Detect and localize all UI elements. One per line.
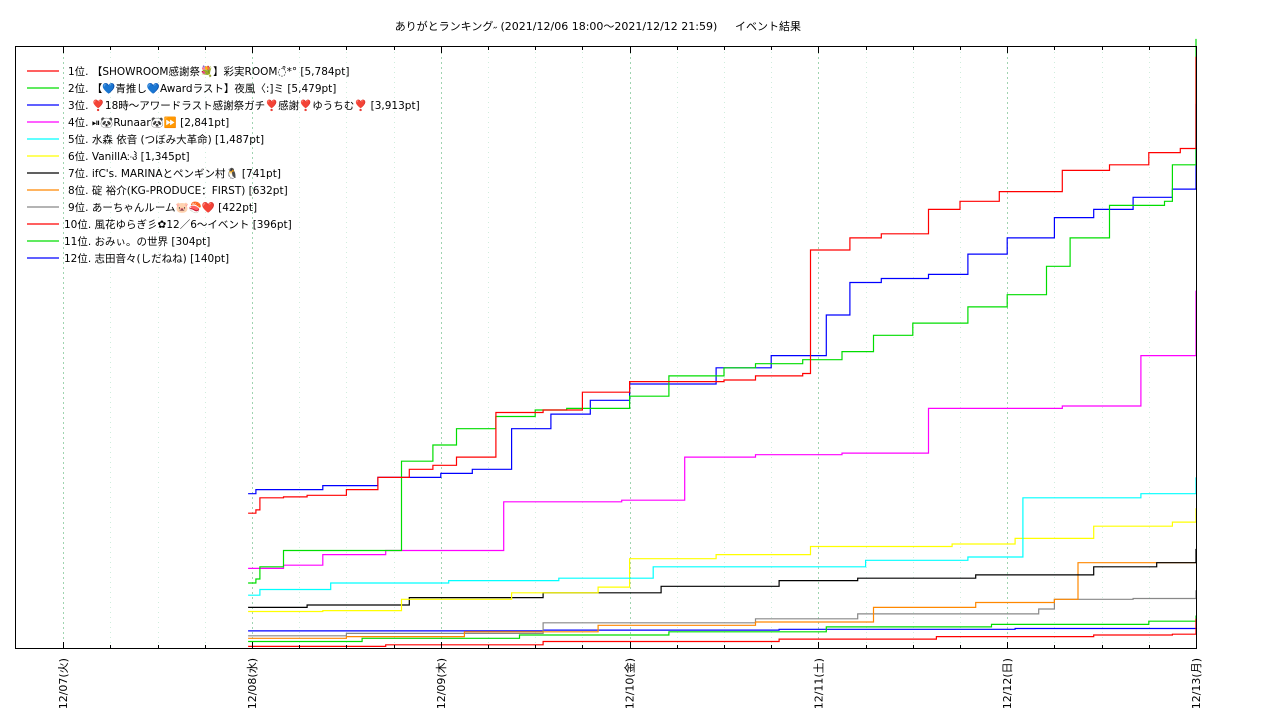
series-line-4 (248, 290, 1197, 569)
legend-label: 11位. おみぃ。の世界 [304pt] (64, 235, 210, 248)
x-tick-labels: 12/07(火) 12/08(水) 12/09(木) 12/10(金) 12/11(土)… (57, 658, 1203, 709)
legend-label: 4位. ⏯🐼Runaar🐼⏩ [2,841pt] (68, 116, 229, 129)
legend-item-8: 8位. 碇 裕介(KG-PRODUCE：FIRST) [632pt] (27, 184, 288, 197)
legend-label: 2位. 【💙青推し💙Awardラスト】夜風〈:]ミ [5,479pt] (68, 82, 336, 95)
legend-item-6: 6位. VanillA჻ჰ [1,345pt] (27, 150, 190, 163)
legend-item-5: 5位. 水森 依音 (つぼみ大革命) [1,487pt] (27, 133, 264, 146)
series-line-11 (248, 615, 1197, 643)
legend-label: 3位. ❣️18時〜アワードラスト感謝祭ガチ❣️感謝❣️ゆうちむ❣️ [3,91… (68, 99, 420, 112)
x-tick-label: 12/12(日) (1001, 658, 1014, 709)
legend-item-9: 9位. あーちゃんルーム🐷🍣❤️ [422pt] (27, 201, 257, 214)
series-line-5 (248, 477, 1197, 596)
legend-label: 1位. 【SHOWROOM感謝祭💐】彩実ROOM◌̊*° [5,784pt] (68, 65, 349, 78)
legend-item-1: 1位. 【SHOWROOM感謝祭💐】彩実ROOM◌̊*° [5,784pt] (27, 65, 349, 78)
series-line-8 (248, 562, 1196, 639)
series-line-9 (248, 590, 1197, 637)
x-tick-label: 12/13(月) (1190, 658, 1203, 709)
legend-item-7: 7位. ifC's. MARINAとペンギン村🐧 [741pt] (27, 167, 281, 180)
x-tick-label: 12/10(金) (623, 658, 637, 709)
legend-item-12: 12位. 志田音々(しだねね) [140pt] (27, 252, 229, 265)
plot-frame (15, 46, 1197, 649)
x-tick-label: 12/09(木) (435, 658, 448, 709)
legend-label: 5位. 水森 依音 (つぼみ大革命) [1,487pt] (68, 133, 264, 146)
series-line-7 (248, 548, 1197, 608)
legend-item-2: 2位. 【💙青推し💙Awardラスト】夜風〈:]ミ [5,479pt] (27, 82, 336, 95)
x-tick-label: 12/08(水) (246, 658, 259, 709)
legend-item-10: 10位. 風花ゆらぎ彡✿12／6〜イベント [396pt] (27, 218, 292, 231)
legend-item-4: 4位. ⏯🐼Runaar🐼⏩ [2,841pt] (27, 116, 229, 129)
x-ticks (63, 47, 1197, 648)
series-line-1 (248, 56, 1197, 514)
legend-label: 7位. ifC's. MARINAとペンギン村🐧 [741pt] (68, 167, 281, 180)
legend-label: 12位. 志田音々(しだねね) [140pt] (64, 252, 229, 265)
chart-subtitle: イベント結果 (735, 19, 801, 33)
series-line-6 (248, 508, 1197, 613)
series-lines (248, 38, 1197, 647)
legend: 1位. 【SHOWROOM感謝祭💐】彩実ROOM◌̊*° [5,784pt] 2位… (27, 65, 420, 265)
x-tick-label: 12/07(火) (57, 658, 70, 709)
legend-item-11: 11位. おみぃ。の世界 [304pt] (27, 235, 210, 248)
chart-title: ありがとランキング˶ (2021/12/06 18:00〜2021/12/12 … (395, 19, 718, 33)
legend-label: 9位. あーちゃんルーム🐷🍣❤️ [422pt] (68, 201, 257, 214)
legend-item-3: 3位. ❣️18時〜アワードラスト感謝祭ガチ❣️感謝❣️ゆうちむ❣️ [3,91… (27, 99, 420, 112)
series-line-12 (248, 627, 1197, 632)
x-tick-label: 12/11(土) (812, 658, 825, 709)
series-line-3 (248, 103, 1197, 495)
legend-label: 8位. 碇 裕介(KG-PRODUCE：FIRST) [632pt] (68, 184, 288, 197)
legend-label: 10位. 風花ゆらぎ彡✿12／6〜イベント [396pt] (64, 218, 292, 231)
series-line-2 (248, 38, 1197, 584)
legend-label: 6位. VanillA჻ჰ [1,345pt] (68, 150, 190, 163)
